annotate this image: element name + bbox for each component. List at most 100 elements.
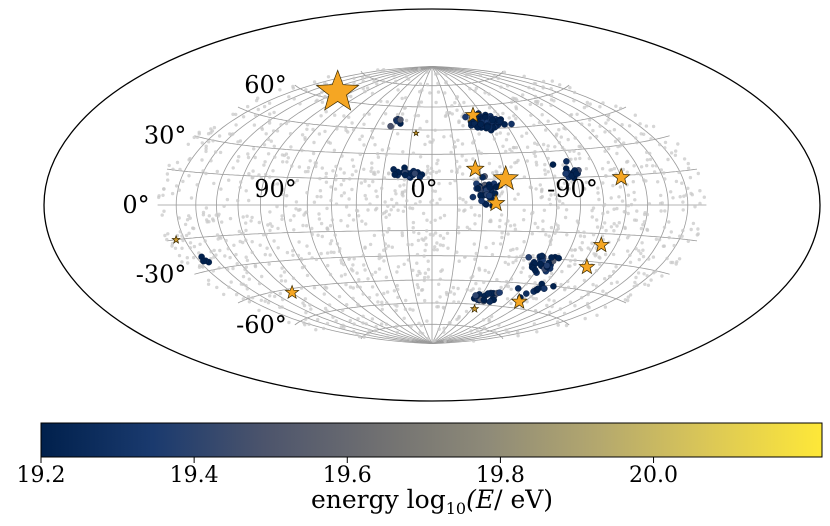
background-event [197,130,201,134]
background-event [291,253,295,257]
background-event [625,160,629,164]
background-event [381,121,385,126]
background-event [426,134,430,138]
background-event [560,269,564,274]
background-event [669,151,674,155]
background-event [276,246,280,250]
background-event [632,190,636,195]
background-event [499,192,504,196]
background-event [401,209,406,213]
background-event [479,151,484,155]
background-event [455,317,459,322]
background-event [261,233,266,237]
background-event [165,172,170,176]
background-event [241,215,245,219]
background-events [157,67,706,344]
background-event [603,305,608,309]
background-event [247,300,252,304]
background-event [448,334,452,338]
background-event [450,169,454,173]
background-event [357,278,361,282]
background-event [573,248,577,252]
colorbar-tick-label: 20.0 [629,463,678,488]
background-event [633,198,637,202]
background-event [372,233,377,238]
background-event [477,149,481,153]
background-event [228,216,233,221]
background-event [329,185,333,189]
background-event [573,258,577,262]
colorbar-tick-label: 19.4 [170,463,219,488]
background-event [204,206,209,210]
background-event [374,189,378,193]
background-event [559,135,563,139]
background-event [272,239,276,243]
background-event [457,231,461,235]
background-event [354,169,358,173]
background-event [628,260,633,264]
background-event [453,101,457,105]
latitude-tick-label: -60° [236,311,287,339]
background-event [278,291,282,296]
background-event [396,265,401,269]
background-event [602,204,606,208]
event-point [508,120,515,128]
background-event [456,138,460,142]
background-event [492,75,496,79]
background-event [474,281,478,286]
background-event [238,239,242,244]
background-event [497,225,502,229]
background-event [410,206,415,211]
background-event [198,242,202,246]
background-event [690,193,694,197]
background-event [681,228,685,233]
background-event [177,253,182,258]
background-event [686,239,690,243]
background-event [244,228,248,233]
background-event [464,73,469,77]
background-event [549,238,553,242]
background-event [556,323,560,327]
background-event [635,283,639,287]
background-event [339,183,343,187]
background-event [245,287,249,291]
background-event [266,301,271,305]
background-event [619,106,623,111]
background-event [363,89,367,94]
background-event [366,332,370,336]
background-event [598,124,602,128]
background-event [276,226,280,231]
background-event [642,220,647,224]
background-event [669,260,673,265]
background-event [434,100,438,105]
star-event-marker [412,129,420,137]
background-event [514,145,519,150]
background-event [641,248,645,252]
background-event [595,225,600,229]
background-event [246,155,251,160]
background-event [639,251,643,256]
event-point [462,113,469,121]
background-event [180,260,184,264]
background-event [363,268,367,272]
background-event [587,181,592,185]
background-event [546,170,550,174]
background-event [597,197,601,202]
event-point [484,290,492,297]
background-event [341,308,345,312]
background-event [442,213,447,218]
star-event-marker [486,193,506,212]
background-event [612,229,616,233]
background-event [231,166,235,170]
background-event [404,298,408,303]
background-event [450,104,454,108]
background-event [329,250,333,254]
background-event [514,105,518,109]
background-event [430,140,434,145]
background-event [558,307,563,311]
background-event [564,208,569,212]
background-event [632,164,636,168]
background-event [453,178,457,183]
background-event [545,148,550,152]
background-event [603,130,607,134]
